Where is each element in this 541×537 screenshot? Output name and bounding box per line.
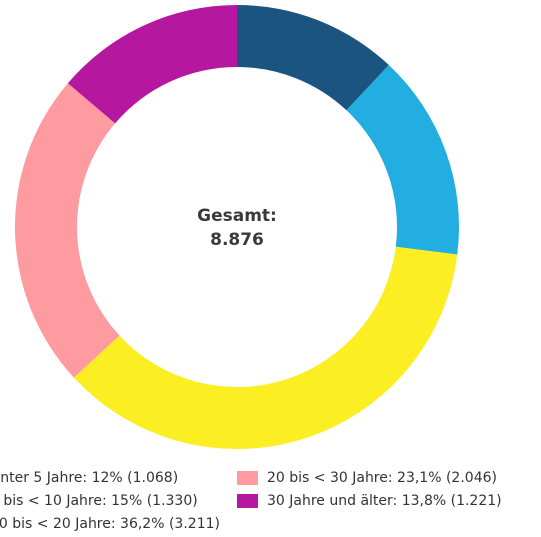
center-value: 8.876: [210, 230, 264, 250]
legend-label: 10 bis < 20 Jahre: 36,2% (3.211): [0, 516, 220, 532]
donut-segment: [346, 65, 459, 255]
center-label: Gesamt:: [197, 206, 277, 226]
legend-label: 30 Jahre und älter: 13,8% (1.221): [267, 493, 502, 509]
legend-label: 20 bis < 30 Jahre: 23,1% (2.046): [267, 470, 497, 486]
donut-segment: [73, 246, 458, 450]
legend-label: 5 bis < 10 Jahre: 15% (1.330): [0, 493, 198, 509]
donut-segment: [15, 83, 120, 378]
legend-label: Unter 5 Jahre: 12% (1.068): [0, 470, 178, 486]
donut-segment: [237, 5, 389, 111]
donut-segment: [67, 5, 238, 124]
legend-swatch: [237, 471, 258, 485]
legend-swatch: [237, 494, 258, 508]
